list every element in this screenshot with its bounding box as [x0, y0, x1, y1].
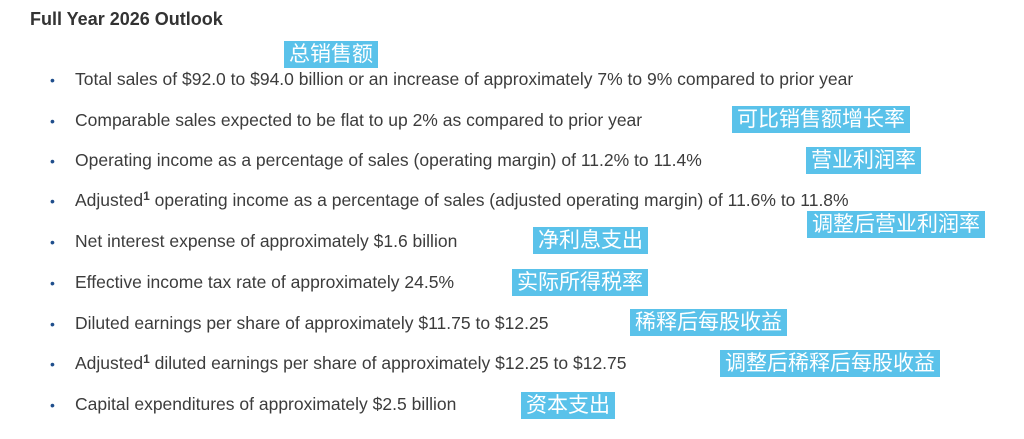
annotation-label: 净利息支出	[533, 227, 648, 254]
item-text: Operating income as a percentage of sale…	[75, 150, 702, 170]
list-item: • Operating income as a percentage of sal…	[50, 148, 702, 172]
footnote-marker: 1	[143, 352, 150, 366]
bullet-icon: •	[50, 113, 55, 129]
list-item: • Net interest expense of approximately $…	[50, 229, 457, 253]
bullet-icon: •	[50, 72, 55, 88]
item-text: Effective income tax rate of approximate…	[75, 272, 455, 292]
bullet-icon: •	[50, 193, 55, 209]
list-item: • Total sales of $92.0 to $94.0 billion o…	[50, 67, 853, 91]
bullet-icon: •	[50, 153, 55, 169]
annotation-label: 营业利润率	[806, 147, 921, 174]
item-prefix: Adjusted	[75, 190, 144, 210]
list-item: • Adjusted1 diluted earnings per share of…	[50, 351, 627, 375]
annotation-label: 调整后营业利润率	[807, 211, 985, 238]
list-item: • Effective income tax rate of approximat…	[50, 270, 454, 294]
item-text: Net interest expense of approximately $1…	[75, 231, 458, 251]
item-text: Capital expenditures of approximately $2…	[75, 394, 457, 414]
list-item: • Capital expenditures of approximately $…	[50, 392, 456, 416]
list-item: • Comparable sales expected to be flat to…	[50, 108, 642, 132]
item-text: Diluted earnings per share of approximat…	[75, 313, 549, 333]
bullet-icon: •	[50, 234, 55, 250]
bullet-icon: •	[50, 275, 55, 291]
item-text: operating income as a percentage of sale…	[149, 190, 849, 210]
annotation-label: 稀释后每股收益	[630, 309, 787, 336]
bullet-icon: •	[50, 397, 55, 413]
list-item: • Adjusted1 operating income as a percent…	[50, 188, 849, 212]
annotation-label: 实际所得税率	[512, 269, 648, 296]
section-title: Full Year 2026 Outlook	[30, 9, 223, 29]
annotation-label: 可比销售额增长率	[732, 106, 910, 133]
annotation-label: 调整后稀释后每股收益	[720, 350, 940, 377]
list-item: • Diluted earnings per share of approxima…	[50, 311, 548, 335]
bullet-icon: •	[50, 356, 55, 372]
item-text: Total sales of $92.0 to $94.0 billion or…	[75, 69, 854, 89]
item-text: diluted earnings per share of approximat…	[149, 353, 627, 373]
item-text: Comparable sales expected to be flat to …	[75, 110, 643, 130]
annotation-label: 总销售额	[284, 41, 378, 68]
item-prefix: Adjusted	[75, 353, 144, 373]
annotation-label: 资本支出	[521, 392, 615, 419]
footnote-marker: 1	[143, 189, 150, 203]
bullet-icon: •	[50, 316, 55, 332]
